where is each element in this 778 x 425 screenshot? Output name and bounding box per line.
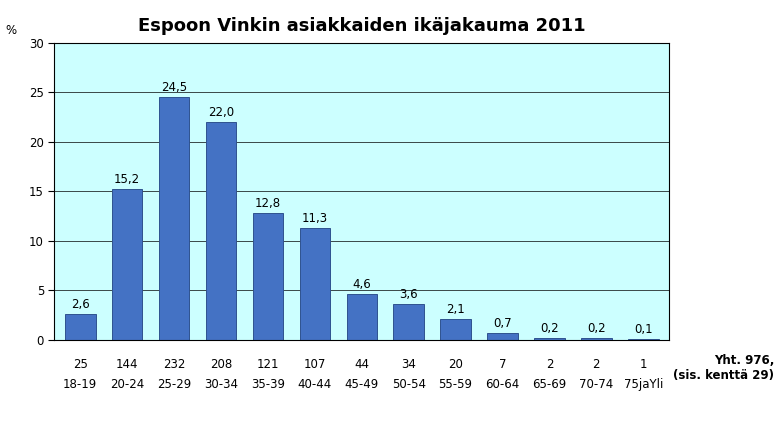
Text: 75jaYli: 75jaYli	[624, 378, 663, 391]
Text: 2: 2	[593, 358, 600, 371]
Text: 60-64: 60-64	[485, 378, 520, 391]
Text: 18-19: 18-19	[63, 378, 97, 391]
Bar	[487, 333, 518, 340]
Title: Espoon Vinkin asiakkaiden ikäjakauma 2011: Espoon Vinkin asiakkaiden ikäjakauma 201…	[138, 17, 586, 35]
Text: 232: 232	[163, 358, 185, 371]
Text: 25-29: 25-29	[157, 378, 191, 391]
Bar	[440, 319, 471, 340]
Text: 0,7: 0,7	[493, 317, 512, 330]
Text: 20: 20	[448, 358, 463, 371]
Text: 50-54: 50-54	[391, 378, 426, 391]
Bar	[159, 97, 189, 340]
Text: 35-39: 35-39	[251, 378, 285, 391]
Bar	[346, 295, 377, 340]
Text: 65-69: 65-69	[532, 378, 566, 391]
Text: 2,1: 2,1	[447, 303, 465, 316]
Bar	[112, 189, 142, 340]
Text: 55-59: 55-59	[439, 378, 472, 391]
Text: 2: 2	[545, 358, 553, 371]
Text: 15,2: 15,2	[114, 173, 140, 186]
Bar	[534, 338, 565, 340]
Text: 1: 1	[640, 358, 647, 371]
Bar	[300, 228, 330, 340]
Text: 70-74: 70-74	[580, 378, 614, 391]
Text: Yht. 976,
(sis. kenttä 29): Yht. 976, (sis. kenttä 29)	[673, 354, 774, 382]
Text: 25: 25	[73, 358, 88, 371]
Text: 144: 144	[116, 358, 138, 371]
Text: 12,8: 12,8	[255, 197, 281, 210]
Bar	[65, 314, 96, 340]
Text: 107: 107	[303, 358, 326, 371]
Text: 3,6: 3,6	[399, 288, 418, 301]
Text: 24,5: 24,5	[161, 81, 187, 94]
Text: 2,6: 2,6	[71, 298, 89, 311]
Text: 0,1: 0,1	[634, 323, 653, 336]
Bar	[394, 304, 424, 340]
Text: 34: 34	[401, 358, 416, 371]
Text: 40-44: 40-44	[298, 378, 332, 391]
Bar	[205, 122, 237, 340]
Text: 22,0: 22,0	[208, 106, 234, 119]
Text: 45-49: 45-49	[345, 378, 379, 391]
Bar	[581, 338, 612, 340]
Text: 7: 7	[499, 358, 506, 371]
Text: 121: 121	[257, 358, 279, 371]
Text: 4,6: 4,6	[352, 278, 371, 292]
Text: 44: 44	[354, 358, 370, 371]
Text: 208: 208	[210, 358, 232, 371]
Bar	[628, 339, 658, 340]
Text: 0,2: 0,2	[540, 322, 559, 335]
Text: 0,2: 0,2	[587, 322, 605, 335]
Text: 30-34: 30-34	[204, 378, 238, 391]
Text: 11,3: 11,3	[302, 212, 328, 225]
Text: %: %	[6, 23, 17, 37]
Text: 20-24: 20-24	[110, 378, 144, 391]
Bar	[253, 213, 283, 340]
